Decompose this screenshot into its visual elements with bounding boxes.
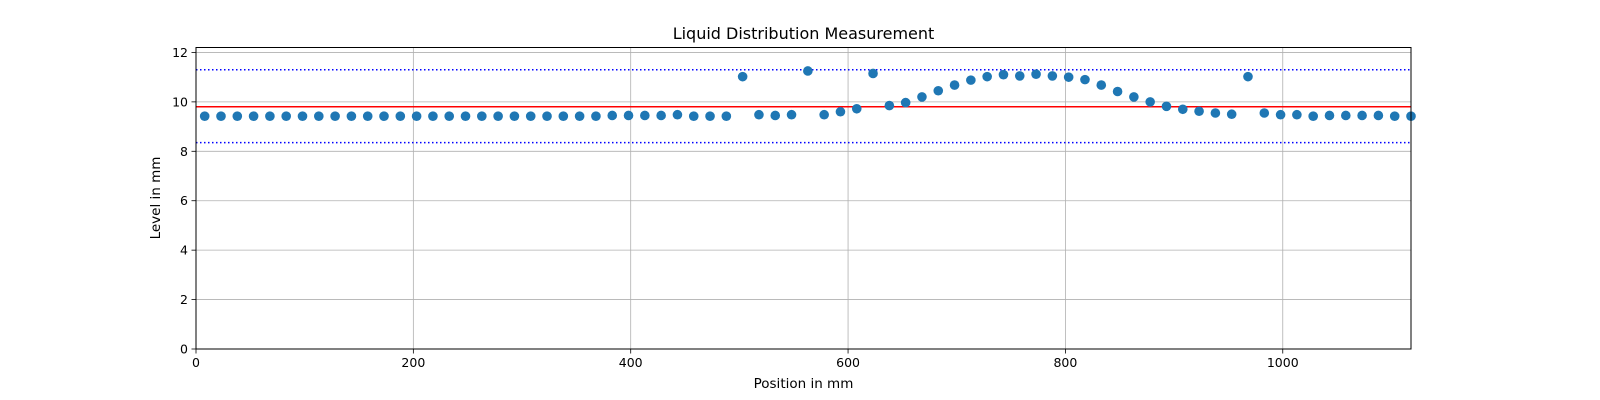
data-point bbox=[770, 110, 781, 121]
data-point bbox=[477, 111, 487, 122]
data-point bbox=[1340, 110, 1351, 121]
data-point bbox=[1129, 92, 1139, 102]
data-point bbox=[949, 80, 960, 90]
data-point bbox=[933, 85, 944, 96]
data-point bbox=[1031, 69, 1041, 79]
data-point bbox=[525, 111, 536, 122]
data-point bbox=[281, 111, 292, 122]
data-point bbox=[1243, 71, 1253, 82]
data-point bbox=[1194, 106, 1204, 117]
data-point bbox=[1226, 109, 1237, 120]
x-tick-label: 1000 bbox=[1267, 355, 1299, 370]
data-point bbox=[851, 103, 862, 114]
data-point bbox=[982, 71, 992, 82]
plot-area-frame bbox=[195, 47, 1412, 350]
data-point bbox=[1177, 104, 1188, 115]
data-point bbox=[509, 111, 520, 122]
y-tick-label: 12 bbox=[172, 45, 188, 60]
data-point bbox=[1047, 71, 1058, 81]
data-point bbox=[786, 109, 797, 120]
data-point bbox=[542, 111, 552, 122]
data-point bbox=[1324, 110, 1335, 121]
data-point bbox=[216, 111, 226, 122]
data-point bbox=[917, 92, 927, 102]
data-point bbox=[493, 111, 503, 122]
data-point bbox=[672, 109, 683, 120]
data-point bbox=[460, 111, 471, 122]
data-point bbox=[803, 66, 813, 76]
data-point bbox=[297, 111, 308, 122]
y-tick-label: 10 bbox=[172, 94, 188, 109]
data-point bbox=[314, 111, 324, 122]
data-point bbox=[640, 110, 650, 121]
data-point bbox=[884, 100, 895, 111]
x-tick-label: 800 bbox=[1053, 355, 1077, 370]
data-point bbox=[248, 111, 259, 122]
data-point bbox=[1389, 111, 1400, 122]
data-point bbox=[1373, 110, 1384, 121]
data-point bbox=[1145, 97, 1155, 107]
data-point bbox=[1210, 108, 1221, 118]
data-point bbox=[623, 110, 634, 121]
data-point bbox=[688, 111, 699, 122]
data-point bbox=[232, 111, 243, 122]
data-point bbox=[1112, 86, 1123, 97]
data-point bbox=[265, 111, 275, 122]
data-point bbox=[998, 69, 1009, 80]
axis-ticks: 0 200 400 600 800 1000 0 2 4 6 8 10 12 bbox=[172, 45, 1299, 370]
x-axis-label: Position in mm bbox=[754, 376, 854, 392]
data-point bbox=[819, 109, 829, 120]
data-point bbox=[1014, 71, 1025, 81]
data-point bbox=[574, 111, 585, 122]
data-point bbox=[835, 106, 846, 117]
data-point bbox=[346, 111, 357, 122]
x-tick-label: 0 bbox=[192, 355, 200, 370]
data-point bbox=[705, 111, 715, 122]
data-point bbox=[754, 109, 764, 120]
data-point bbox=[411, 111, 422, 122]
data-point bbox=[558, 111, 569, 122]
data-point bbox=[656, 110, 666, 121]
y-tick-label: 8 bbox=[180, 144, 188, 159]
data-point bbox=[379, 111, 389, 122]
data-point bbox=[1292, 109, 1302, 120]
data-point bbox=[1080, 74, 1090, 85]
data-point bbox=[330, 111, 340, 122]
data-point bbox=[1308, 111, 1318, 122]
data-point bbox=[444, 111, 455, 122]
x-tick-label: 400 bbox=[619, 355, 643, 370]
data-point bbox=[362, 111, 373, 122]
chart-title: Liquid Distribution Measurement bbox=[673, 24, 935, 43]
x-tick-label: 600 bbox=[836, 355, 860, 370]
data-point bbox=[607, 110, 618, 121]
y-tick-label: 4 bbox=[180, 243, 188, 258]
data-point bbox=[966, 75, 976, 85]
x-tick-label: 200 bbox=[401, 355, 425, 370]
data-point bbox=[868, 68, 878, 79]
y-tick-label: 2 bbox=[180, 292, 188, 307]
data-point bbox=[1096, 80, 1107, 90]
data-point bbox=[199, 111, 210, 122]
data-point bbox=[721, 111, 732, 122]
data-point bbox=[1275, 109, 1286, 120]
data-point bbox=[1063, 72, 1074, 82]
data-point bbox=[395, 111, 406, 122]
y-axis-label: Level in mm bbox=[148, 157, 164, 240]
reference-lines bbox=[196, 68, 1411, 144]
data-point bbox=[1161, 101, 1172, 112]
data-point bbox=[1357, 110, 1367, 121]
data-point bbox=[737, 71, 748, 82]
data-point bbox=[1259, 108, 1270, 118]
data-point bbox=[591, 111, 601, 122]
data-point bbox=[900, 97, 911, 108]
data-points bbox=[199, 66, 1416, 122]
y-tick-label: 0 bbox=[180, 342, 188, 357]
y-tick-label: 6 bbox=[180, 193, 188, 208]
data-point bbox=[428, 111, 438, 122]
